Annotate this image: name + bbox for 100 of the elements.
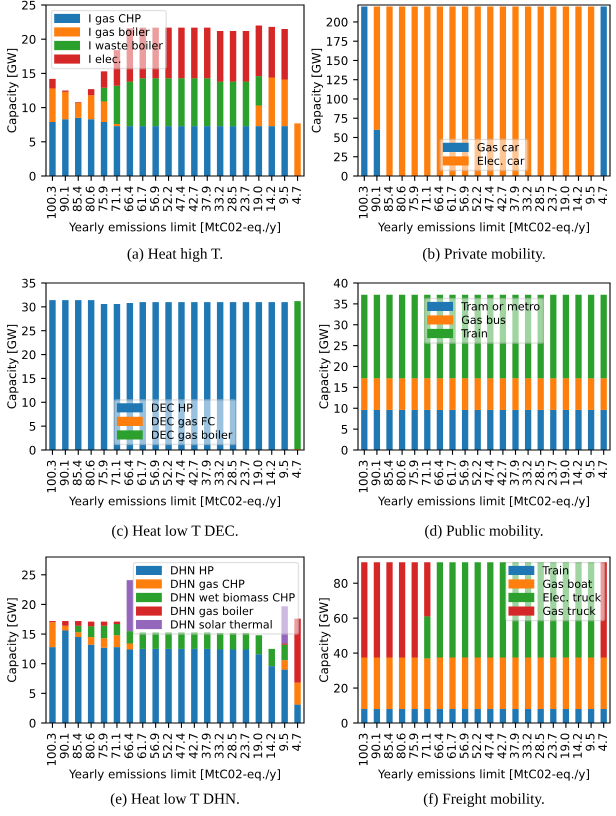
- text: (f) Freight mobility.: [424, 792, 544, 808]
- x-tick-label: 80.6: [396, 733, 406, 758]
- legend-label: DHN solar thermal: [171, 620, 272, 629]
- legend-label: Gas car: [477, 143, 520, 152]
- legend-label: Gas truck: [543, 606, 596, 616]
- x-tick-label: 19.0: [560, 186, 570, 211]
- x-tick-label: 61.7: [446, 734, 456, 758]
- x-tick-label: 66.4: [434, 460, 444, 486]
- x-tick-label: 42.7: [497, 734, 506, 758]
- y-tick-label: 10: [22, 103, 36, 112]
- x-tick-label: 14.2: [572, 734, 582, 758]
- y-tick-label: 0: [30, 446, 36, 455]
- x-tick-label: 19.0: [560, 734, 570, 758]
- legend-label: Train: [542, 566, 568, 574]
- x-tick-label: 90.1: [60, 186, 69, 212]
- y-tick-label: 20: [22, 350, 36, 360]
- x-tick-label: 56.9: [150, 460, 160, 486]
- x-tick-label: 52.2: [163, 734, 172, 758]
- y-tick-label: 40: [334, 648, 348, 658]
- y-tick-label: 30: [22, 302, 36, 312]
- legend-label: Gas bus: [462, 315, 506, 324]
- x-tick-label: 80.6: [396, 186, 406, 212]
- legend-label: I gas boiler: [89, 27, 150, 38]
- y-tick-label: 5: [342, 425, 348, 434]
- x-tick-label: 37.9: [202, 460, 211, 486]
- x-tick-label: 66.4: [124, 460, 134, 486]
- x-tick-label: 42.7: [497, 460, 506, 486]
- x-tick-label: 56.9: [150, 734, 160, 758]
- x-tick-label: 85.4: [72, 460, 82, 486]
- x-tick-label: 33.2: [214, 460, 224, 486]
- x-tick-label: 56.9: [150, 186, 160, 212]
- legend-label: Tram or metro: [461, 302, 540, 310]
- x-tick-label: 71.1: [422, 186, 431, 212]
- x-tick-label: 52.2: [472, 460, 482, 486]
- y-tick-label: 0: [30, 718, 36, 728]
- x-tick-label: 23.7: [548, 734, 557, 758]
- y-tick-label: 60: [334, 614, 348, 623]
- x-tick-label: 85.4: [72, 733, 82, 758]
- text: (c) Heat low T DEC.: [112, 525, 238, 539]
- x-tick-label: 66.4: [124, 186, 134, 212]
- y-axis-title: Capacity [GW]: [7, 598, 18, 682]
- x-tick-label: 23.7: [240, 186, 250, 212]
- y-tick-label: 35: [22, 278, 36, 288]
- x-tick-label: 14.2: [266, 734, 276, 758]
- y-tick-label: 25: [334, 341, 348, 350]
- y-tick-label: 125: [327, 75, 348, 84]
- y-tick-label: 50: [334, 133, 348, 142]
- x-tick-label: 47.4: [484, 186, 494, 212]
- x-tick-label: 100.3: [358, 734, 368, 766]
- x-tick-label: 23.7: [548, 460, 557, 486]
- x-tick-label: 71.1: [112, 734, 120, 758]
- y-tick-label: 40: [334, 278, 348, 288]
- x-axis-title: Yearly emissions limit [MtC02-eq./y]: [378, 496, 589, 508]
- y-tick-label: 0: [342, 718, 348, 728]
- x-tick-label: 4.7: [598, 734, 607, 751]
- x-tick-label: 85.4: [384, 460, 393, 486]
- x-tick-label: 19.0: [253, 734, 262, 758]
- x-tick-label: 71.1: [112, 460, 120, 486]
- y-tick-label: 75: [334, 114, 348, 123]
- x-tick-label: 42.7: [188, 460, 198, 486]
- x-tick-label: 14.2: [266, 186, 276, 211]
- x-tick-label: 75.9: [98, 460, 108, 486]
- x-tick-label: 14.2: [266, 460, 276, 485]
- y-axis-title: Capacity [GW]: [319, 598, 330, 682]
- x-tick-label: 52.2: [163, 186, 172, 212]
- x-tick-label: 19.0: [253, 186, 262, 211]
- legend-label: Elec. car: [478, 156, 524, 165]
- x-tick-label: 4.7: [598, 460, 607, 478]
- y-tick-label: 0: [342, 172, 348, 181]
- x-tick-label: 85.4: [72, 186, 82, 212]
- x-tick-label: 61.7: [446, 186, 456, 212]
- y-tick-label: 15: [22, 69, 36, 78]
- y-tick-label: 100: [327, 94, 348, 104]
- x-tick-label: 42.7: [188, 734, 198, 758]
- x-tick-label: 80.6: [86, 186, 95, 212]
- y-tick-label: 20: [334, 684, 348, 693]
- x-tick-label: 90.1: [371, 734, 380, 758]
- x-tick-label: 90.1: [371, 460, 380, 486]
- x-tick-label: 66.4: [434, 733, 444, 758]
- x-tick-label: 66.4: [434, 186, 444, 212]
- x-tick-label: 61.7: [446, 460, 456, 486]
- x-tick-label: 4.7: [292, 186, 301, 204]
- x-tick-label: 80.6: [86, 733, 95, 758]
- x-tick-label: 56.9: [460, 460, 469, 486]
- x-tick-label: 28.5: [535, 734, 544, 758]
- x-tick-label: 90.1: [371, 186, 380, 212]
- x-axis-title: Yearly emissions limit [MtC02-eq./y]: [378, 222, 589, 234]
- y-tick-label: 5: [30, 422, 36, 431]
- y-tick-label: 200: [326, 18, 348, 27]
- x-tick-label: 28.5: [535, 186, 544, 212]
- x-tick-label: 61.7: [137, 734, 146, 758]
- x-tick-label: 33.2: [214, 734, 224, 758]
- x-tick-label: 37.9: [510, 734, 519, 758]
- y-tick-label: 5: [30, 689, 36, 698]
- text: (d) Public mobility.: [425, 525, 543, 539]
- y-tick-label: 25: [22, 570, 36, 580]
- x-tick-label: 100.3: [358, 460, 368, 492]
- x-tick-label: 28.5: [228, 734, 236, 758]
- y-tick-label: 20: [334, 362, 348, 372]
- y-tick-label: 10: [22, 398, 36, 407]
